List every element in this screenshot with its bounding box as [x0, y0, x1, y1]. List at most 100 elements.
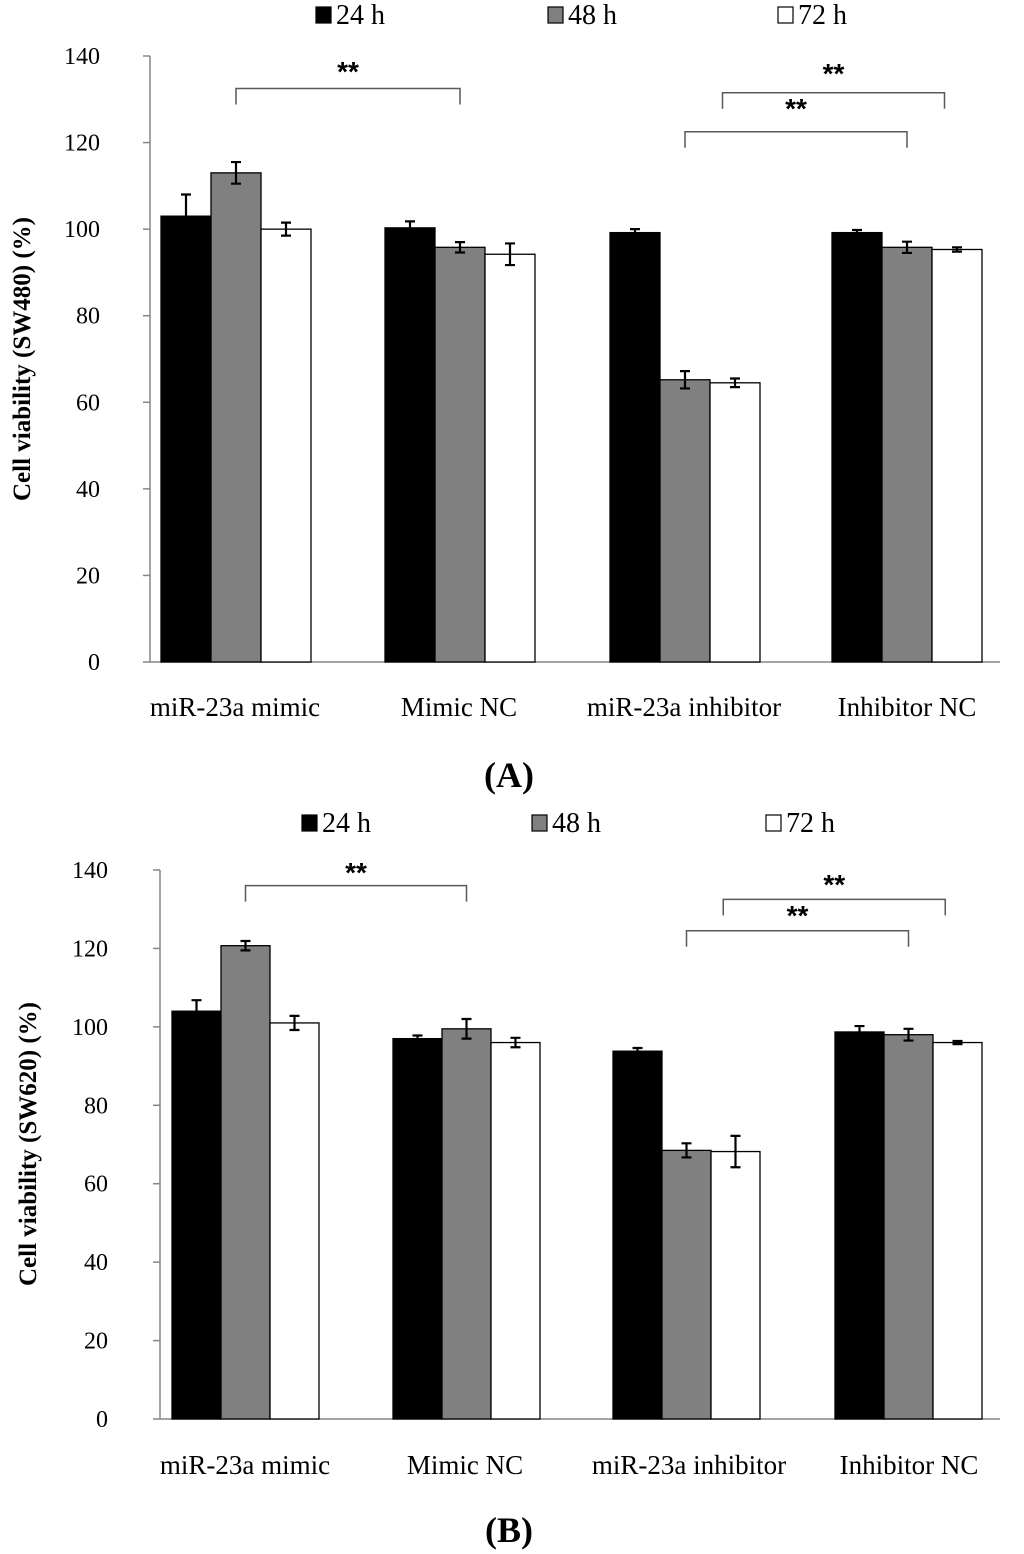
error-bar — [632, 1046, 643, 1056]
error-bar — [510, 1036, 521, 1049]
bar-72h-3 — [931, 248, 983, 663]
error-bar — [240, 939, 251, 952]
error-bar — [289, 1014, 300, 1032]
significance-bracket — [235, 87, 461, 105]
y-tick-label: 60 — [76, 390, 100, 416]
error-bar — [181, 193, 191, 239]
y-axis-label: Cell viability (SW620) (%) — [15, 1002, 42, 1286]
significance-bracket — [684, 131, 908, 148]
legend-label: 48 h — [568, 0, 617, 31]
significance-label: ** — [823, 58, 845, 89]
y-tick-label: 80 — [76, 304, 100, 330]
error-bar — [852, 228, 862, 237]
x-category-label: Inhibitor NC — [838, 692, 977, 722]
error-bar — [505, 242, 515, 267]
bar-72h-3 — [932, 1041, 983, 1420]
significance-label: ** — [823, 869, 845, 900]
y-tick-label: 100 — [72, 1015, 108, 1041]
y-axis-label: Cell viability (SW480) (%) — [9, 217, 36, 501]
bar-48h-3 — [881, 246, 933, 663]
significance-label: ** — [337, 56, 359, 87]
legend-swatch-72h — [765, 814, 782, 832]
y-tick-label: 0 — [96, 1407, 108, 1433]
y-tick-label: 100 — [64, 217, 100, 243]
error-bar — [630, 228, 640, 238]
y-tick-label: 60 — [84, 1172, 108, 1198]
bar-24h-1 — [392, 1037, 443, 1420]
bar-24h-0 — [171, 1010, 222, 1420]
bar-72h-0 — [260, 228, 312, 663]
legend-swatch-24h — [315, 6, 332, 24]
error-bar — [455, 241, 465, 254]
y-tick-label: 40 — [76, 477, 100, 503]
error-bar — [902, 240, 912, 255]
y-tick-label: 20 — [84, 1329, 108, 1355]
significance-label: ** — [345, 857, 367, 888]
bar-72h-1 — [484, 253, 536, 663]
error-bar — [730, 1134, 741, 1169]
x-category-label: miR-23a inhibitor — [587, 692, 781, 722]
x-category-label: Inhibitor NC — [840, 1450, 979, 1480]
y-tick-label: 0 — [88, 650, 100, 676]
x-category-label: miR-23a inhibitor — [592, 1450, 786, 1480]
legend-swatch-72h — [777, 6, 794, 24]
y-tick-label: 120 — [64, 131, 100, 157]
error-bar — [952, 246, 962, 253]
legend-label: 24 h — [336, 0, 385, 31]
x-category-label: Mimic NC — [401, 692, 517, 722]
error-bar — [903, 1027, 914, 1042]
legend-label: 72 h — [798, 0, 847, 31]
error-bar — [231, 160, 241, 185]
legend-swatch-48h — [531, 814, 548, 832]
y-tick-label: 140 — [72, 858, 108, 884]
chart-panel-b: 0 20 40 60 80 100 120 140 Cell viability (SW620)… — [15, 808, 1000, 1550]
legend-swatch-24h — [301, 814, 318, 832]
error-bar — [854, 1024, 865, 1039]
y-tick-label: 120 — [72, 936, 108, 962]
bar-48h-3 — [883, 1034, 934, 1420]
bar-72h-0 — [269, 1022, 320, 1420]
x-category-label: miR-23a mimic — [150, 692, 320, 722]
error-bar — [680, 370, 690, 390]
bar-48h-0 — [210, 172, 262, 663]
bar-48h-0 — [220, 945, 271, 1420]
legend-label: 48 h — [552, 808, 601, 839]
panel-label: (B) — [485, 1510, 533, 1550]
significance-label: ** — [787, 900, 809, 931]
y-tick-label: 80 — [84, 1093, 108, 1119]
significance-bracket — [721, 92, 946, 109]
x-category-label: miR-23a mimic — [160, 1450, 330, 1480]
bar-48h-1 — [441, 1028, 492, 1420]
y-tick-label: 40 — [84, 1250, 108, 1276]
bar-48h-2 — [659, 379, 711, 663]
x-category-label: Mimic NC — [407, 1450, 523, 1480]
panel-label: (A) — [484, 755, 534, 795]
y-tick-label: 20 — [76, 563, 100, 589]
legend-label: 24 h — [322, 808, 371, 839]
error-bar — [191, 999, 202, 1024]
bar-24h-0 — [160, 215, 212, 663]
significance-bracket — [685, 930, 910, 947]
error-bar — [405, 220, 415, 236]
error-bar — [730, 377, 740, 389]
error-bar — [281, 221, 291, 237]
bar-72h-2 — [710, 1150, 761, 1420]
bar-24h-3 — [831, 231, 883, 663]
chart-panel-a: 0 20 40 60 80 100 120 140 Cell viability (SW480)… — [9, 0, 1000, 795]
legend-swatch-48h — [547, 6, 564, 24]
significance-bracket — [244, 884, 468, 902]
error-bar — [681, 1142, 692, 1159]
error-bar — [412, 1034, 423, 1043]
bar-24h-2 — [609, 231, 661, 663]
error-bar — [952, 1039, 963, 1046]
error-bar — [461, 1017, 472, 1040]
y-tick-label: 140 — [64, 44, 100, 70]
bar-48h-1 — [434, 246, 486, 663]
bar-72h-1 — [490, 1041, 541, 1420]
bar-72h-2 — [709, 382, 761, 663]
bar-24h-2 — [612, 1050, 663, 1420]
bar-24h-3 — [834, 1031, 885, 1420]
bar-48h-2 — [661, 1149, 712, 1420]
significance-bracket — [722, 898, 946, 916]
